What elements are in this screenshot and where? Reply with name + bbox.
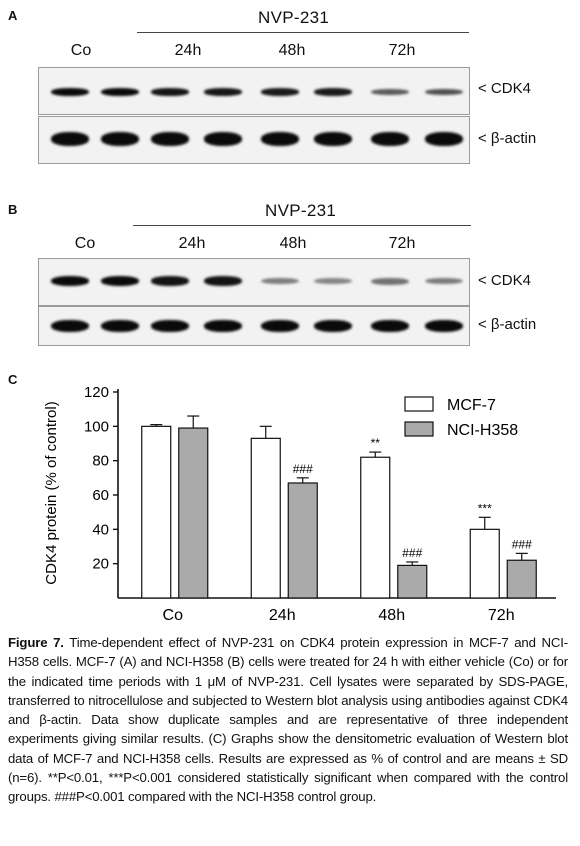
legend-swatch <box>404 396 434 412</box>
x-tick-label: 72h <box>488 607 515 624</box>
panel-b-lane-48h: 48h <box>279 235 307 252</box>
panel-b-cdk4-band <box>204 276 242 286</box>
x-tick-label: 24h <box>269 607 296 624</box>
y-tick-label: 60 <box>92 487 109 504</box>
panel-b-actin-band <box>101 320 139 332</box>
caption-text: Time-dependent effect of NVP-231 on CDK4… <box>8 635 569 805</box>
panel-b-actin-band <box>261 320 299 332</box>
panel-a-actin-label: < β-actin <box>478 130 537 147</box>
panel-a-actin-band <box>261 132 299 146</box>
panel-b-treatment-line <box>133 225 471 226</box>
bar <box>178 427 209 599</box>
panel-a-cdk4-band <box>51 88 89 96</box>
significance-label: *** <box>478 501 492 515</box>
panel-a-cdk4-band <box>101 88 139 96</box>
panel-b-cdk4-band <box>51 276 89 286</box>
bar <box>469 528 500 599</box>
panel-b-actin-band <box>51 320 89 332</box>
panel-a-letter: A <box>8 8 18 23</box>
panel-b-actin-band <box>314 320 352 332</box>
panel-b-cdk4-band <box>151 276 189 286</box>
bar <box>506 559 537 599</box>
panel-b-cdk4-band <box>261 277 299 285</box>
panel-b-actin-label: < β-actin <box>478 316 537 333</box>
panel-a-actin-band <box>204 132 242 146</box>
panel-b-lane-24h: 24h <box>178 235 206 252</box>
panel-a-cdk4-blot <box>38 67 470 115</box>
significance-label: ### <box>293 462 313 476</box>
y-axis-label: CDK4 protein (% of control) <box>43 401 60 584</box>
legend-swatch <box>404 421 434 437</box>
panel-b-lane-co: Co <box>74 235 96 252</box>
panel-a-cdk4-label: < CDK4 <box>478 80 531 97</box>
significance-label: ### <box>402 546 422 560</box>
y-tick-label: 120 <box>84 384 109 401</box>
legend-label: NCI-H358 <box>447 422 518 439</box>
panel-a-cdk4-band <box>425 88 463 96</box>
bar <box>141 425 172 599</box>
panel-b-letter: B <box>8 202 18 217</box>
panel-b-actin-blot <box>38 306 470 346</box>
y-tick-label: 20 <box>92 556 109 573</box>
caption-label: Figure 7. <box>8 635 64 650</box>
bar <box>360 456 391 599</box>
panel-a-lane-48h: 48h <box>278 42 306 59</box>
panel-a-actin-band <box>101 132 139 146</box>
bar <box>250 437 281 599</box>
panel-b-cdk4-band <box>101 276 139 286</box>
panel-a-actin-band <box>425 132 463 146</box>
panel-a-cdk4-band <box>261 88 299 96</box>
panel-b-cdk4-band <box>371 277 409 285</box>
x-tick-label: 48h <box>378 607 405 624</box>
panel-b-lane-72h: 72h <box>388 235 416 252</box>
bar <box>397 564 428 599</box>
panel-b-cdk4-band <box>425 277 463 285</box>
y-tick-label: 100 <box>84 418 109 435</box>
panel-a-treatment-line <box>137 32 469 33</box>
panel-b-cdk4-label: < CDK4 <box>478 272 531 289</box>
bar-chart: 20 40 60 80 100 120 Co 24h ### 48h ** ### 72h *** ###… <box>43 384 556 624</box>
panel-a-actin-band <box>314 132 352 146</box>
panel-a-group-title: NVP-231 <box>258 8 330 27</box>
y-tick-label: 80 <box>92 453 109 470</box>
bar <box>287 482 318 599</box>
panel-b-cdk4-blot <box>38 258 470 306</box>
panel-a-actin-band <box>371 132 409 146</box>
panel-b-actin-band <box>425 320 463 332</box>
panel-b-actin-band <box>151 320 189 332</box>
panel-a-actin-band <box>151 132 189 146</box>
panel-a-cdk4-band <box>314 88 352 96</box>
figure-caption: Figure 7. Time-dependent effect of NVP-2… <box>8 633 568 807</box>
panel-a-lane-24h: 24h <box>174 42 202 59</box>
x-tick-label: Co <box>163 607 184 624</box>
panel-a-cdk4-band <box>151 88 189 96</box>
y-tick-label: 40 <box>92 521 109 538</box>
panel-b-actin-band <box>371 320 409 332</box>
panel-b-actin-band <box>204 320 242 332</box>
panel-a-cdk4-band <box>204 88 242 96</box>
legend-label: MCF-7 <box>447 397 496 414</box>
panel-b-group-title: NVP-231 <box>265 201 337 220</box>
panel-a-actin-band <box>51 132 89 146</box>
panel-c-letter: C <box>8 372 18 387</box>
significance-label: ### <box>512 537 532 551</box>
panel-b-cdk4-band <box>314 277 352 285</box>
panel-a-actin-blot <box>38 116 470 164</box>
panel-a-lane-co: Co <box>70 42 92 59</box>
panel-a-cdk4-band <box>371 88 409 96</box>
significance-label: ** <box>371 436 381 450</box>
panel-a-lane-72h: 72h <box>388 42 416 59</box>
